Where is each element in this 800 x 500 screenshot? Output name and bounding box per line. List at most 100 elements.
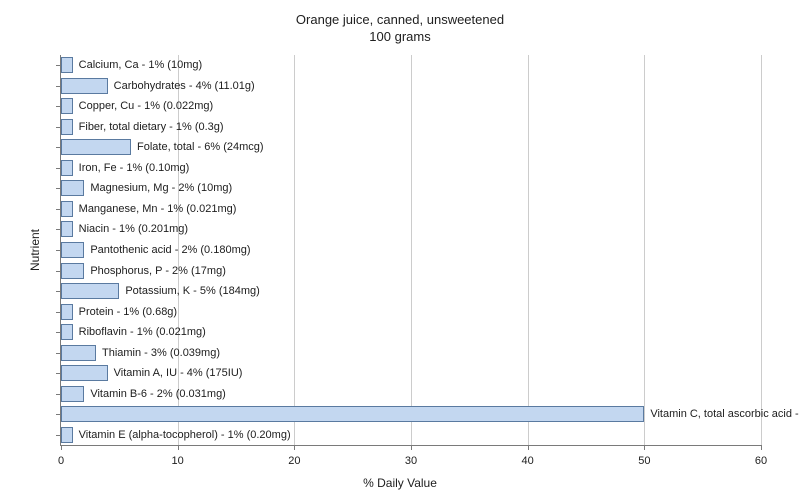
y-tick xyxy=(56,250,61,251)
x-tick xyxy=(294,445,295,450)
bar xyxy=(61,304,73,320)
y-tick xyxy=(56,353,61,354)
y-tick xyxy=(56,65,61,66)
y-tick xyxy=(56,147,61,148)
y-tick xyxy=(56,106,61,107)
x-tick xyxy=(528,445,529,450)
bar-label: Iron, Fe - 1% (0.10mg) xyxy=(79,162,190,174)
y-tick xyxy=(56,271,61,272)
bar-row: Vitamin E (alpha-tocopherol) - 1% (0.20m… xyxy=(61,427,291,443)
y-tick xyxy=(56,332,61,333)
bar-row: Copper, Cu - 1% (0.022mg) xyxy=(61,98,213,114)
y-tick xyxy=(56,435,61,436)
bar-row: Potassium, K - 5% (184mg) xyxy=(61,283,260,299)
bar xyxy=(61,242,84,258)
bar-row: Niacin - 1% (0.201mg) xyxy=(61,221,188,237)
bar-row: Carbohydrates - 4% (11.01g) xyxy=(61,78,255,94)
bar-row: Calcium, Ca - 1% (10mg) xyxy=(61,57,202,73)
y-tick xyxy=(56,168,61,169)
x-tick xyxy=(61,445,62,450)
y-tick xyxy=(56,229,61,230)
x-tick-label: 20 xyxy=(288,455,300,467)
bar xyxy=(61,221,73,237)
y-tick xyxy=(56,394,61,395)
bar-label: Carbohydrates - 4% (11.01g) xyxy=(114,80,255,92)
y-tick xyxy=(56,188,61,189)
bar-row: Riboflavin - 1% (0.021mg) xyxy=(61,324,206,340)
bar-row: Vitamin A, IU - 4% (175IU) xyxy=(61,365,242,381)
bar-label: Pantothenic acid - 2% (0.180mg) xyxy=(90,244,250,256)
x-tick-label: 10 xyxy=(172,455,184,467)
bar xyxy=(61,427,73,443)
bar-row: Pantothenic acid - 2% (0.180mg) xyxy=(61,242,251,258)
bar-row: Vitamin B-6 - 2% (0.031mg) xyxy=(61,386,226,402)
grid-line xyxy=(528,55,529,445)
y-axis-label: Nutrient xyxy=(28,229,42,271)
x-tick-label: 50 xyxy=(638,455,650,467)
bar-row: Magnesium, Mg - 2% (10mg) xyxy=(61,180,232,196)
y-tick xyxy=(56,127,61,128)
bar-label: Manganese, Mn - 1% (0.021mg) xyxy=(79,203,237,215)
bar xyxy=(61,201,73,217)
bar-row: Phosphorus, P - 2% (17mg) xyxy=(61,263,226,279)
x-tick xyxy=(178,445,179,450)
bar-label: Niacin - 1% (0.201mg) xyxy=(79,223,188,235)
y-tick xyxy=(56,291,61,292)
grid-line xyxy=(294,55,295,445)
bar xyxy=(61,57,73,73)
bar xyxy=(61,365,108,381)
bar xyxy=(61,345,96,361)
bar-row: Fiber, total dietary - 1% (0.3g) xyxy=(61,119,224,135)
bar-row: Iron, Fe - 1% (0.10mg) xyxy=(61,160,189,176)
bar-row: Folate, total - 6% (24mcg) xyxy=(61,139,264,155)
x-tick-label: 40 xyxy=(522,455,534,467)
bar xyxy=(61,160,73,176)
bar-label: Vitamin E (alpha-tocopherol) - 1% (0.20m… xyxy=(79,429,291,441)
bar xyxy=(61,139,131,155)
bar xyxy=(61,386,84,402)
plot-area: 0102030405060Calcium, Ca - 1% (10mg)Carb… xyxy=(60,55,761,446)
bar xyxy=(61,263,84,279)
grid-line xyxy=(644,55,645,445)
x-axis-label: % Daily Value xyxy=(363,476,437,490)
grid-line xyxy=(411,55,412,445)
bar-label: Magnesium, Mg - 2% (10mg) xyxy=(90,182,232,194)
x-tick-label: 30 xyxy=(405,455,417,467)
bar xyxy=(61,283,119,299)
bar xyxy=(61,98,73,114)
bar-row: Manganese, Mn - 1% (0.021mg) xyxy=(61,201,236,217)
bar-label: Potassium, K - 5% (184mg) xyxy=(125,285,260,297)
bar xyxy=(61,119,73,135)
y-tick xyxy=(56,312,61,313)
title-line-1: Orange juice, canned, unsweetened xyxy=(296,12,504,27)
bar-row: Vitamin C, total ascorbic acid - 50% (30… xyxy=(61,406,800,422)
bar-label: Calcium, Ca - 1% (10mg) xyxy=(79,59,202,71)
y-tick xyxy=(56,209,61,210)
bar xyxy=(61,324,73,340)
y-tick xyxy=(56,86,61,87)
bar-label: Copper, Cu - 1% (0.022mg) xyxy=(79,100,214,112)
bar-label: Thiamin - 3% (0.039mg) xyxy=(102,347,220,359)
bar-label: Vitamin C, total ascorbic acid - 50% (30… xyxy=(650,408,800,420)
bar-label: Vitamin B-6 - 2% (0.031mg) xyxy=(90,388,226,400)
chart-container: Orange juice, canned, unsweetened 100 gr… xyxy=(0,0,800,500)
bar-label: Vitamin A, IU - 4% (175IU) xyxy=(114,367,243,379)
bar-label: Folate, total - 6% (24mcg) xyxy=(137,141,264,153)
x-tick xyxy=(411,445,412,450)
bar xyxy=(61,180,84,196)
x-tick xyxy=(644,445,645,450)
bar-label: Fiber, total dietary - 1% (0.3g) xyxy=(79,121,224,133)
bar-row: Thiamin - 3% (0.039mg) xyxy=(61,345,220,361)
bar-label: Riboflavin - 1% (0.021mg) xyxy=(79,326,206,338)
bar-label: Protein - 1% (0.68g) xyxy=(79,306,177,318)
bar-row: Protein - 1% (0.68g) xyxy=(61,304,177,320)
bar xyxy=(61,406,644,422)
bar xyxy=(61,78,108,94)
y-tick xyxy=(56,373,61,374)
bar-label: Phosphorus, P - 2% (17mg) xyxy=(90,265,226,277)
title-line-2: 100 grams xyxy=(369,29,430,44)
x-tick-label: 60 xyxy=(755,455,767,467)
x-tick xyxy=(761,445,762,450)
chart-title: Orange juice, canned, unsweetened 100 gr… xyxy=(0,0,800,46)
x-tick-label: 0 xyxy=(58,455,64,467)
